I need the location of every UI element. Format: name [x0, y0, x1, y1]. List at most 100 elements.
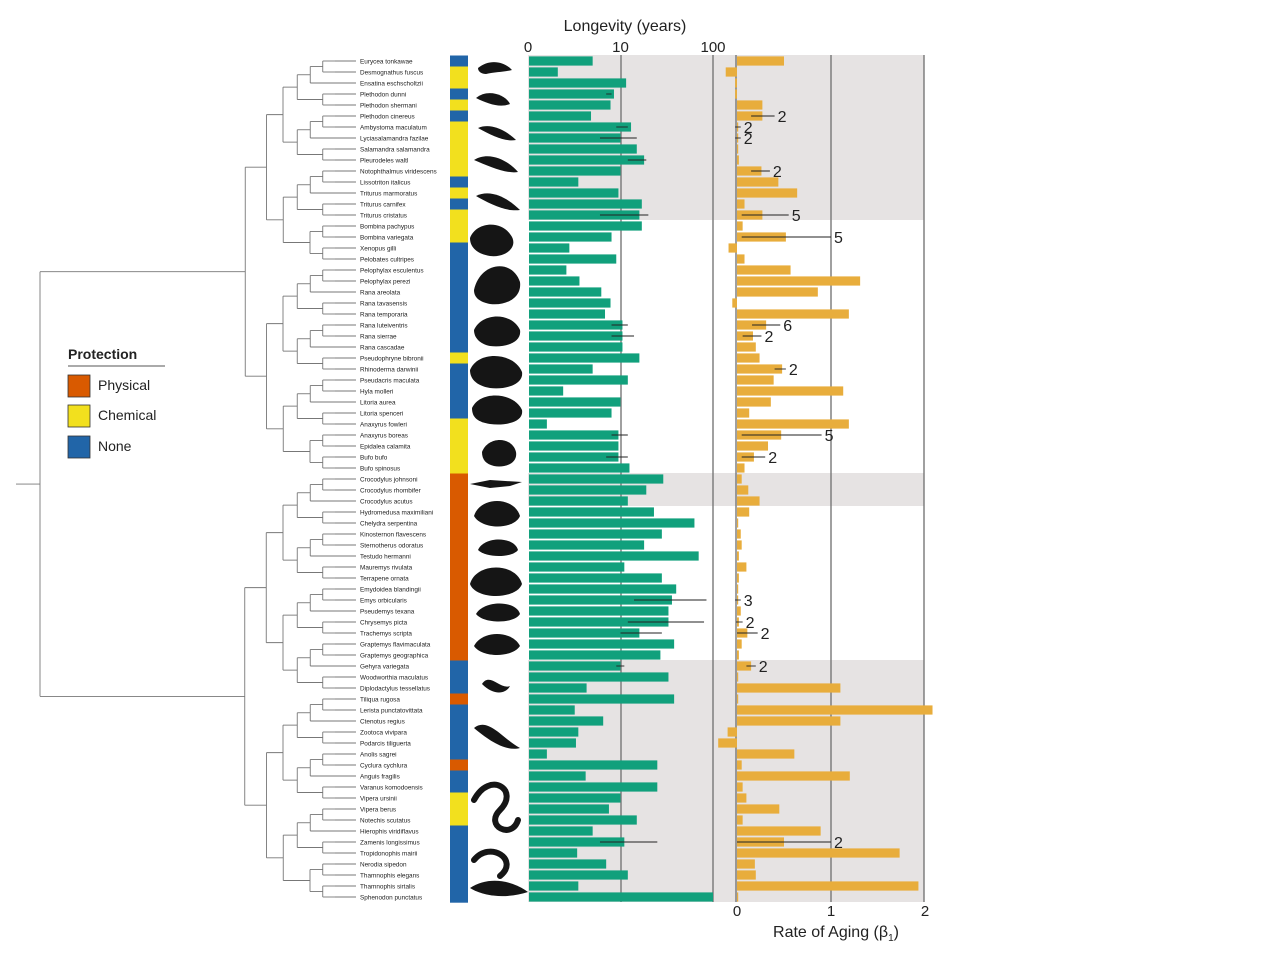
protection-cell — [450, 462, 468, 474]
longevity-bar-bombina-variegata — [529, 232, 612, 242]
aging-bar-epidalea-calamita — [737, 441, 769, 451]
species-label-testudo-hermanni: Testudo hermanni — [360, 553, 411, 560]
protection-cell — [450, 209, 468, 221]
aging-bar-crocodylus-rhombifer — [737, 485, 749, 495]
protection-cell — [450, 110, 468, 122]
longevity-bar-crocodylus-acutus — [529, 496, 628, 506]
protection-cell — [450, 627, 468, 639]
protection-cell — [450, 121, 468, 133]
species-label-pleurodeles-waltl: Pleurodeles waltl — [360, 157, 408, 164]
protection-cell — [450, 528, 468, 540]
annotation-count: 2 — [834, 835, 843, 852]
species-label-rhinoderma-darwinii: Rhinoderma darwinii — [360, 366, 418, 373]
longevity-bar-rana-temporaria — [529, 309, 606, 319]
longevity-bar-anaxyrus-boreas — [529, 430, 619, 440]
aging-bar-hierophis-viridiflavus — [737, 826, 821, 836]
aging-bar-lissotriton-italicus — [737, 177, 779, 187]
species-label-graptemys-geographica: Graptemys geographica — [360, 652, 429, 659]
species-label-eurycea-tonkawae: Eurycea tonkawae — [360, 58, 413, 65]
protection-cell — [450, 605, 468, 617]
protection-cell — [450, 539, 468, 551]
species-label-zamenis-longissimus: Zamenis longissimus — [360, 839, 420, 846]
species-label-lerista-punctatovittata: Lerista punctatovittata — [360, 707, 423, 714]
protection-cell — [450, 671, 468, 683]
protection-cell — [450, 869, 468, 881]
longevity-bar-vipera-berus — [529, 804, 609, 814]
species-label-mauremys-rivulata: Mauremys rivulata — [360, 564, 413, 571]
species-label-litoria-spenceri: Litoria spenceri — [360, 410, 403, 417]
longevity-bar-rana-sierrae — [529, 331, 623, 341]
longevity-bar-rana-tavasensis — [529, 298, 611, 308]
annotation-count: 2 — [759, 659, 768, 676]
annotation-count: 6 — [783, 318, 792, 335]
aging-bar-litoria-aurea — [737, 397, 771, 407]
protection-cell — [450, 561, 468, 573]
aging-bar-sternotherus-odoratus — [737, 540, 742, 550]
aging-axis-title-end: ) — [894, 924, 899, 941]
species-label-notechis-scutatus: Notechis scutatus — [360, 817, 410, 824]
species-label-emydoidea-blandingii: Emydoidea blandingii — [360, 586, 421, 593]
species-label-hyla-molleri: Hyla molleri — [360, 388, 393, 395]
species-label-ctenotus-regius: Ctenotus regius — [360, 718, 405, 725]
longevity-bar-lyciasalamandra-fazilae — [529, 133, 621, 143]
longevity-bar-sternotherus-odoratus — [529, 540, 645, 550]
protection-cell — [450, 352, 468, 364]
species-label-anguis-fragilis: Anguis fragilis — [360, 773, 400, 780]
species-label-crocodylus-johnsoni: Crocodylus johnsoni — [360, 476, 418, 483]
aging-bar-rana-cascadae — [737, 342, 756, 352]
aging-bar-plethodon-shermani — [737, 100, 763, 110]
aging-bar-ensatina-eschscholtzii — [735, 78, 737, 88]
longevity-bar-varanus-komodoensis — [529, 782, 658, 792]
aging-bar-terrapene-ornata — [737, 573, 739, 583]
species-label-sternotherus-odoratus: Sternotherus odoratus — [360, 542, 423, 549]
snake-silhouette — [471, 848, 510, 879]
species-label-notophthalmus-viridescens: Notophthalmus viridescens — [360, 168, 437, 175]
protection-cell — [450, 66, 468, 78]
aging-tick-label: 0 — [733, 903, 741, 920]
species-label-rana-tavasensis: Rana tavasensis — [360, 300, 407, 307]
aging-bar-anguis-fragilis — [737, 771, 850, 781]
longevity-bar-podarcis-tiliguerta — [529, 738, 576, 748]
longevity-bar-crocodylus-johnsoni — [529, 474, 664, 484]
protection-cell — [450, 176, 468, 188]
aging-tick-label: 2 — [921, 903, 929, 920]
annotation-count: 2 — [764, 329, 773, 346]
longevity-tick-label: 100 — [700, 39, 725, 56]
annotation-count: 2 — [746, 615, 755, 632]
protection-cell — [450, 506, 468, 518]
protection-cell — [450, 440, 468, 452]
protection-cell — [450, 814, 468, 826]
salamander-silhouette — [478, 62, 512, 74]
protection-cell — [450, 451, 468, 463]
species-label-crocodylus-acutus: Crocodylus acutus — [360, 498, 413, 505]
aging-bar-xenopus-gilli — [728, 243, 737, 253]
longevity-bar-emys-orbicularis — [529, 595, 672, 605]
aging-bar-plethodon-dunni — [735, 89, 737, 99]
annotation-count: 2 — [778, 109, 787, 126]
species-label-rana-temporaria: Rana temporaria — [360, 311, 408, 318]
species-label-rana-cascadae: Rana cascadae — [360, 344, 405, 351]
protection-cell — [450, 726, 468, 738]
aging-bar-varanus-komodoensis — [737, 782, 743, 792]
aging-bar-rana-areolata — [737, 287, 818, 297]
longevity-bar-graptemys-flavimaculata — [529, 639, 675, 649]
species-label-pseudophryne-bibronii: Pseudophryne bibronii — [360, 355, 424, 362]
protection-cell — [450, 572, 468, 584]
longevity-bar-plethodon-cinereus — [529, 111, 592, 121]
annotation-count: 5 — [792, 208, 801, 225]
species-label-terrapene-ornata: Terrapene ornata — [360, 575, 409, 582]
species-label-bombina-variegata: Bombina variegata — [360, 234, 414, 241]
protection-cell — [450, 616, 468, 628]
snake-silhouette — [471, 781, 521, 833]
annotation-count: 5 — [825, 428, 834, 445]
longevity-bar-pseudacris-maculata — [529, 375, 628, 385]
aging-bar-rana-tavasensis — [732, 298, 737, 308]
longevity-bar-salamandra-salamandra — [529, 144, 637, 154]
longevity-bar-vipera-ursinii — [529, 793, 621, 803]
species-label-nerodia-sipedon: Nerodia sipedon — [360, 861, 407, 868]
annotation-count: 2 — [744, 131, 753, 148]
species-label-desmognathus-fuscus: Desmognathus fuscus — [360, 69, 423, 76]
protection-strip — [450, 55, 468, 903]
aging-bar-desmognathus-fuscus — [725, 67, 737, 77]
longevity-bar-notechis-scutatus — [529, 815, 637, 825]
